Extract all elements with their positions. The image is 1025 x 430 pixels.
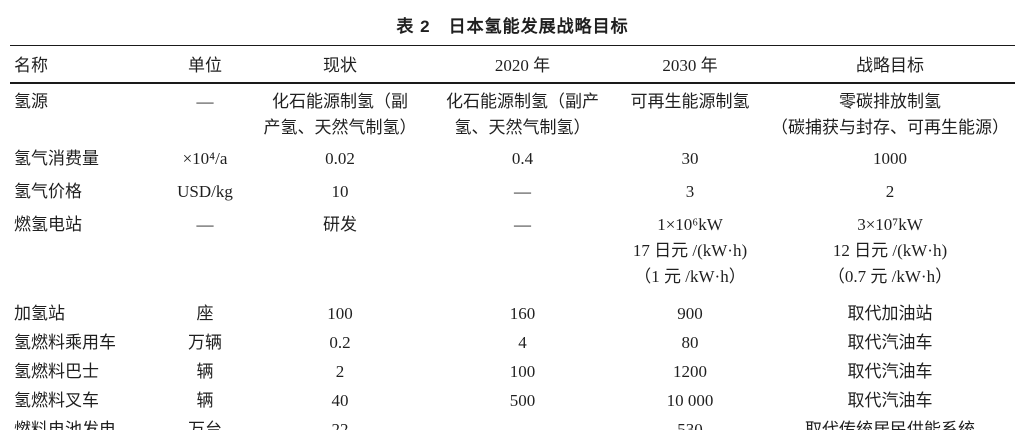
cell-2020: — — [514, 420, 531, 430]
table-row-hydrogen-price: 氢气价格 USD/kg 10 — 3 2 — [10, 176, 1015, 209]
cell-current: 22 — [331, 420, 349, 430]
cell-unit: 万辆 — [188, 333, 222, 352]
cell-2020: 4 — [518, 333, 527, 352]
table-row-fuel-cell-power: 燃料电池发电 万台 22 — 530 取代传统居民供能系统 — [10, 416, 1015, 430]
header-row: 名称 单位 现状 2020 年 2030 年 战略目标 — [10, 45, 1015, 84]
col-header-unit: 单位 — [160, 45, 250, 84]
cell-goal: 取代传统居民供能系统 — [805, 420, 975, 430]
cell-name: 氢气价格 — [14, 182, 82, 201]
cell-2020: — — [514, 215, 531, 234]
cell-current: 100 — [327, 304, 353, 323]
cell-2020: 0.4 — [511, 149, 534, 168]
cell-2020: 化石能源制氢（副产 氢、天然气制氢） — [446, 92, 599, 137]
cell-name: 氢燃料叉车 — [14, 391, 99, 410]
cell-unit: 万台 — [188, 420, 222, 430]
cell-2020: 100 — [509, 362, 536, 381]
cell-name: 燃氢电站 — [14, 215, 82, 234]
col-header-name: 名称 — [10, 45, 160, 84]
cell-goal: 取代加油站 — [847, 304, 933, 323]
cell-2030: 30 — [681, 149, 699, 168]
cell-name: 氢源 — [14, 92, 48, 111]
table-row-passenger-car: 氢燃料乘用车 万辆 0.2 4 80 取代汽油车 — [10, 329, 1015, 358]
cell-unit: 辆 — [196, 362, 214, 381]
cell-2020: 160 — [509, 304, 536, 323]
cell-goal: 3×10⁷kW 12 日元 /(kW·h) （0.7 元 /kW·h） — [827, 215, 953, 286]
table-row-hydrogen-power-station: 燃氢电站 — 研发 — 1×10⁶kW 17 日元 /(kW·h) （1 元 /… — [10, 209, 1015, 300]
cell-goal: 取代汽油车 — [847, 333, 933, 352]
cell-current: 研发 — [323, 215, 357, 234]
cell-current: 0.02 — [325, 149, 355, 168]
cell-2030: 900 — [677, 304, 703, 323]
table-row-bus: 氢燃料巴士 辆 2 100 1200 取代汽油车 — [10, 358, 1015, 387]
cell-unit: — — [196, 92, 214, 111]
col-header-2020: 2020 年 — [430, 45, 615, 84]
cell-name: 氢燃料乘用车 — [14, 333, 116, 352]
cell-goal: 零碳排放制氢 （碳捕获与封存、可再生能源） — [771, 92, 1009, 137]
strategy-table: 名称 单位 现状 2020 年 2030 年 战略目标 氢源 — 化石能源制氢（… — [10, 45, 1015, 430]
cell-goal: 取代汽油车 — [847, 362, 933, 381]
table-title: 表 2 日本氢能发展战略目标 — [396, 17, 629, 36]
cell-unit: 辆 — [196, 391, 214, 410]
table-row-refueling-station: 加氢站 座 100 160 900 取代加油站 — [10, 300, 1015, 329]
cell-current: 0.2 — [329, 333, 351, 352]
cell-name: 燃料电池发电 — [14, 420, 116, 430]
cell-unit: ×10⁴/a — [182, 149, 228, 168]
document-page: 表 2 日本氢能发展战略目标 名称 单位 现状 2020 年 2030 年 战略… — [10, 0, 1015, 430]
table-row-hydrogen-consumption: 氢气消费量 ×10⁴/a 0.02 0.4 30 1000 — [10, 143, 1015, 176]
cell-2030: 1200 — [673, 362, 707, 381]
cell-2020: — — [514, 182, 531, 201]
cell-goal: 取代汽油车 — [847, 391, 933, 410]
cell-2030: 10 000 — [666, 391, 714, 410]
cell-current: 10 — [331, 182, 349, 201]
cell-2030: 1×10⁶kW 17 日元 /(kW·h) （1 元 /kW·h） — [632, 215, 748, 286]
cell-current: 40 — [331, 391, 349, 410]
col-header-current: 现状 — [250, 45, 430, 84]
cell-2020: 500 — [509, 391, 536, 410]
cell-unit: 座 — [196, 304, 214, 323]
cell-name: 加氢站 — [14, 304, 65, 323]
cell-current: 化石能源制氢（副 产氢、天然气制氢） — [263, 92, 417, 137]
cell-goal: 2 — [885, 182, 895, 201]
cell-unit: — — [196, 215, 214, 234]
cell-name: 氢燃料巴士 — [14, 362, 99, 381]
table-row-forklift: 氢燃料叉车 辆 40 500 10 000 取代汽油车 — [10, 387, 1015, 416]
table-row-hydrogen-source: 氢源 — 化石能源制氢（副 产氢、天然气制氢） 化石能源制氢（副产 氢、天然气制… — [10, 83, 1015, 143]
cell-2030: 530 — [677, 420, 703, 430]
cell-goal: 1000 — [873, 149, 907, 168]
cell-current: 2 — [335, 362, 345, 381]
cell-2030: 80 — [681, 333, 699, 352]
col-header-goal: 战略目标 — [765, 45, 1015, 84]
cell-2030: 3 — [685, 182, 695, 201]
cell-name: 氢气消费量 — [14, 149, 99, 168]
cell-unit: USD/kg — [177, 182, 233, 201]
col-header-2030: 2030 年 — [615, 45, 765, 84]
cell-2030: 可再生能源制氢 — [630, 92, 750, 111]
